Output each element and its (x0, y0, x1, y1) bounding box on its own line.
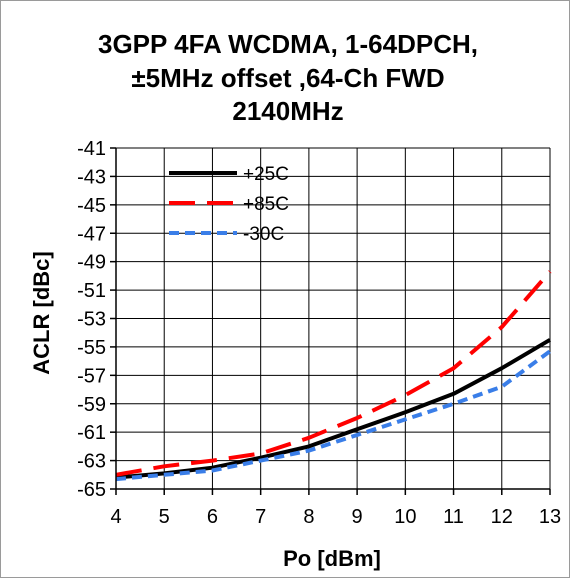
series-lines (115, 270, 552, 482)
y-axis-label: ACLR [dBc] (29, 251, 54, 374)
x-tick-label: 11 (443, 506, 464, 528)
legend-label: +25C (243, 164, 289, 185)
legend-label: -30C (243, 224, 284, 245)
y-tick-label: -53 (77, 309, 106, 331)
x-tick-label: 5 (159, 506, 170, 528)
y-tick-label: -59 (77, 394, 106, 416)
x-tick-label: 6 (207, 506, 218, 528)
x-tick-label: 7 (255, 506, 266, 528)
x-tick-label: 4 (110, 506, 121, 528)
y-tick-label: -55 (77, 337, 106, 359)
x-tick-labels: 4 5 6 7 8 9 10 11 12 13 (110, 506, 561, 528)
y-tick-label: -41 (77, 138, 106, 160)
x-tick-label: 9 (352, 506, 363, 528)
x-axis-label: Po [dBm] (283, 546, 381, 571)
y-tick-label: -57 (77, 365, 106, 387)
x-tick-label: 12 (491, 506, 513, 528)
y-tick-label: -61 (77, 422, 106, 444)
chart-title-line-1: 3GPP 4FA WCDMA, 1-64DPCH, (98, 29, 478, 59)
y-tick-label: -63 (77, 451, 106, 473)
series-line-2 (115, 270, 552, 477)
legend-item-3: -30C (169, 224, 284, 245)
series-line-1 (115, 338, 552, 480)
legend-label: +85C (243, 194, 289, 215)
y-tick-label: -49 (77, 252, 106, 274)
y-tick-labels: -41 -43 -45 -47 -49 -51 -53 -55 -57 -59 -61 -63 -65 (77, 138, 106, 501)
legend-item-1: +25C (169, 164, 289, 185)
chart-title-line-3: 2140MHz (232, 96, 343, 126)
x-tick-label: 10 (394, 506, 416, 528)
axes (110, 147, 551, 495)
y-tick-label: -65 (77, 479, 106, 501)
y-tick-label: -47 (77, 223, 106, 245)
y-tick-label: -45 (77, 195, 106, 217)
y-tick-label: -43 (77, 166, 106, 188)
chart-title: 3GPP 4FA WCDMA, 1-64DPCH, ±5MHz offset ,… (98, 29, 478, 126)
x-tick-label: 8 (303, 506, 314, 528)
y-tick-label: -51 (77, 280, 106, 302)
series-line-3 (115, 349, 552, 482)
legend: +25C +85C -30C (169, 164, 289, 245)
legend-item-2: +85C (169, 194, 289, 215)
x-tick-label: 13 (539, 506, 561, 528)
chart-title-line-2: ±5MHz offset ,64-Ch FWD (131, 63, 444, 93)
